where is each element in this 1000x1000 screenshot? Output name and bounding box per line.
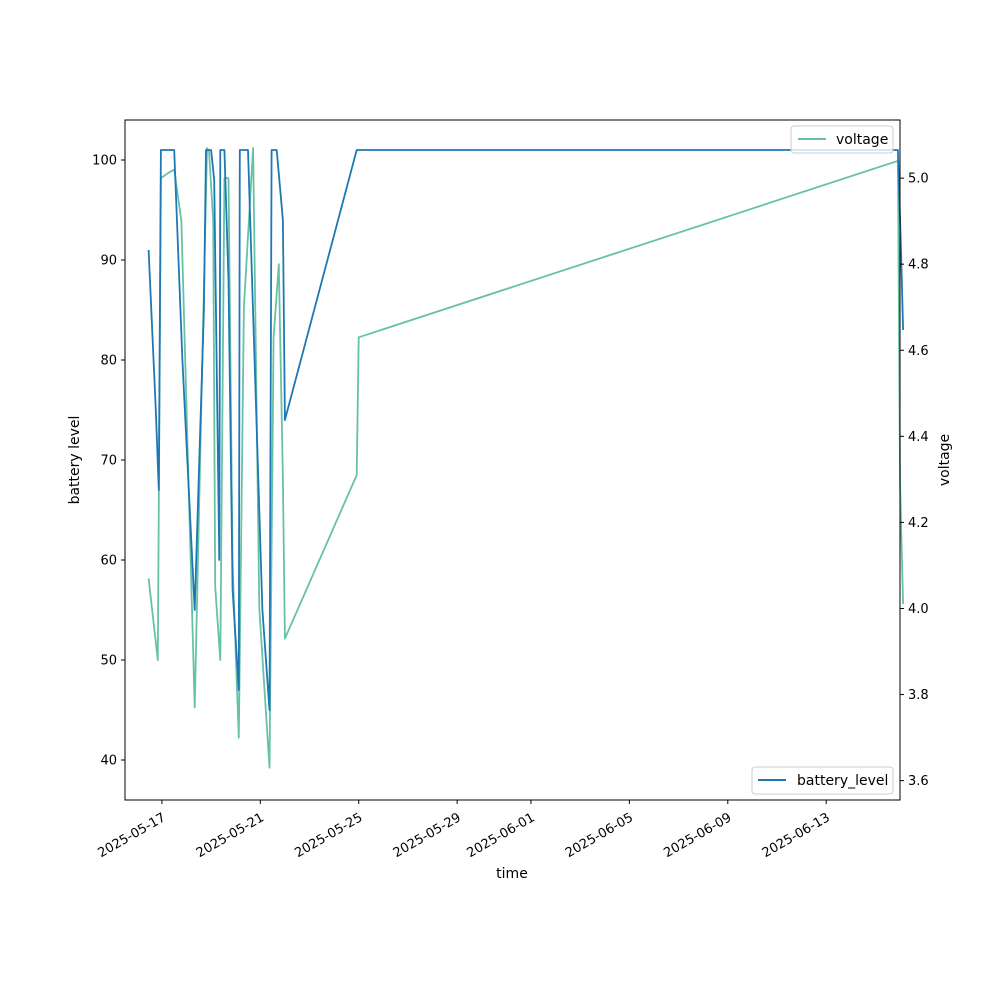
x-tick-label: 2025-05-25: [292, 810, 365, 861]
y-left-tick-label: 70: [100, 454, 117, 469]
y-left-tick-label: 60: [100, 554, 117, 569]
x-tick-label: 2025-06-01: [465, 810, 538, 861]
x-tick-label: 2025-06-05: [563, 810, 636, 861]
y-left-tick-label: 80: [100, 354, 117, 369]
y-right-tick-label: 4.4: [908, 430, 929, 445]
plot-series: [147, 147, 904, 769]
y-right-tick-label: 4.0: [908, 602, 929, 617]
y-right-tick-label: 3.8: [908, 688, 929, 703]
y-left-tick-label: 100: [92, 154, 117, 169]
y-right-tick-label: 4.8: [908, 258, 929, 273]
x-axis-label: time: [496, 866, 528, 882]
x-tick-label: 2025-05-17: [96, 810, 169, 861]
legend-voltage-box: [790, 125, 894, 154]
y-left-tick-label: 90: [100, 254, 117, 269]
x-tick-label: 2025-06-13: [760, 810, 833, 861]
series-line-battery-level: [147, 149, 904, 711]
y-left-tick-label: 40: [100, 754, 117, 769]
legend-voltage-label: voltage: [836, 132, 888, 148]
legend-battery-level-label: battery_level: [797, 773, 888, 789]
y-right-tick-label: 5.0: [908, 172, 929, 187]
y-right-tick-label: 3.6: [908, 774, 929, 789]
x-tick-label: 2025-05-21: [194, 810, 267, 861]
y-left-tick-label: 50: [100, 654, 117, 669]
legend-battery-level: battery_level: [751, 766, 894, 795]
x-tick-label: 2025-05-29: [391, 810, 464, 861]
y-axis-left: 40 50 60 70 80 90 100: [92, 154, 125, 769]
series-line-voltage: [147, 147, 904, 769]
y-axis-label-right: voltage: [937, 434, 953, 486]
y-right-tick-label: 4.6: [908, 344, 929, 359]
legend-voltage: voltage: [790, 125, 894, 154]
legend-battery-level-box: [751, 766, 894, 795]
x-axis: 2025-05-17 2025-05-21 2025-05-25 2025-05-29…: [96, 800, 833, 861]
x-tick-label: 2025-06-09: [661, 810, 734, 861]
y-axis-right: 3.6 3.8 4.0 4.2 4.4 4.6 4.8 5.0: [900, 172, 929, 789]
y-axis-label-left: battery level: [67, 416, 83, 505]
y-right-tick-label: 4.2: [908, 516, 929, 531]
